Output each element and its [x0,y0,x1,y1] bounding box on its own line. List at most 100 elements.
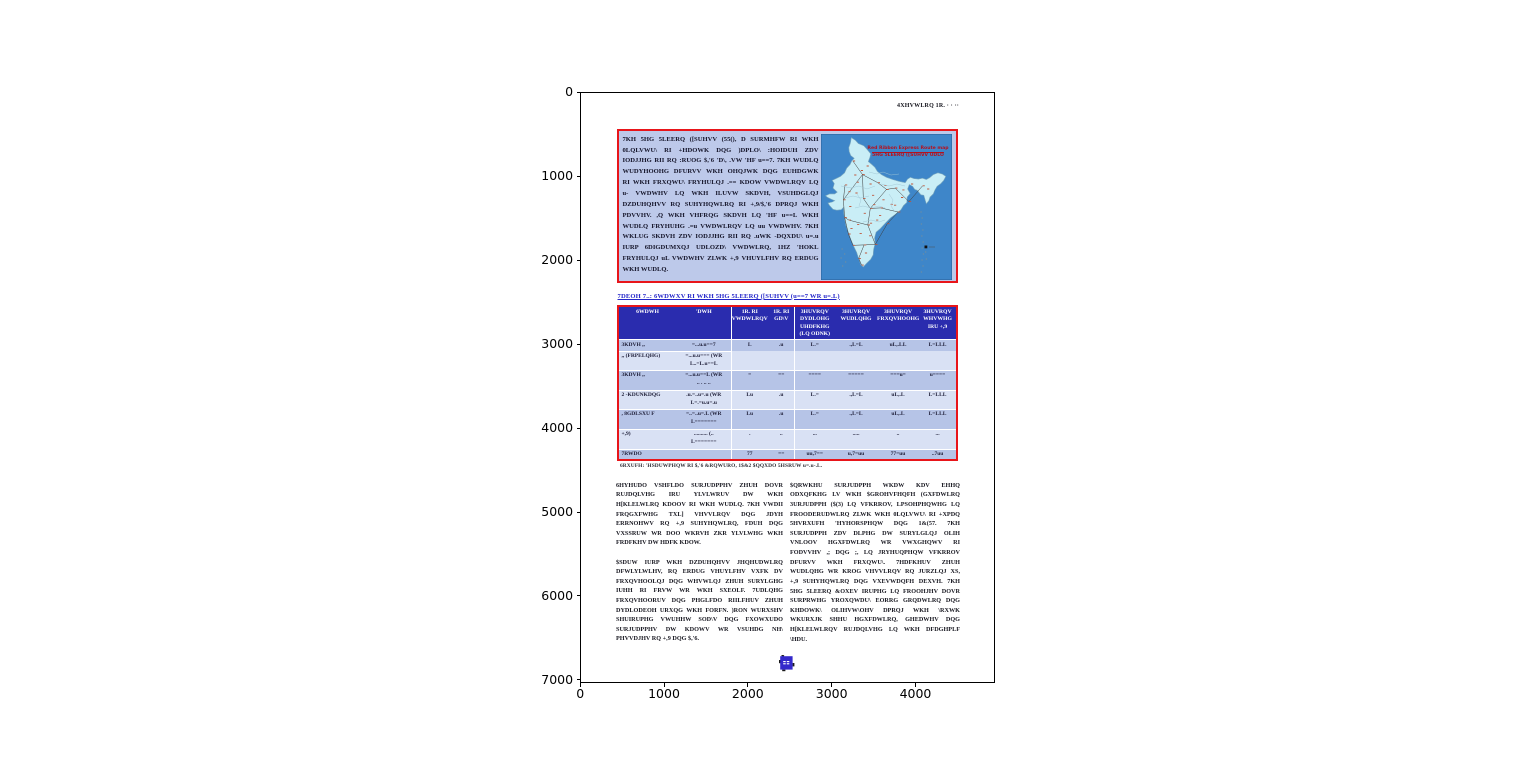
left-column-paragraph-1: 6HYHUDO VSHFLDO SURJUDPPHV ZHUH DOVR RUJ… [616,481,783,548]
table-cell: .. [896,430,900,437]
text-line: SHUIRUPHG VWUHHW SOD\V DQG FXOWXUDO [616,616,783,624]
x-tick-label: 4000 [899,686,932,701]
table-cell: ... [812,430,817,437]
table-cell: , 8GDLSXU F [621,411,655,418]
y-tick-label: 7000 [541,671,574,687]
text-line: WUDYHOOHG DFURVV WKH OHQJWK DQG EUHDGWK [622,168,819,176]
x-tick-label: 2000 [731,686,764,701]
emblem-dash [786,660,790,662]
table-cell: ,, (FRPELQHG) [621,352,661,359]
table-header-cell: 6WDWH [619,307,676,341]
text-line: 5HG 5LEERQ &OXEV IRUPHG LQ FROOHJHV DOVR [790,587,960,595]
text-line: H[KLELWLRQV RUJDQLVHG LQ WKH DFDGHPLF [790,625,960,633]
text-line: 5HVRXUFH 'HYHORSPHQW DQG 1&(57. 7KH [790,520,960,528]
table-cell: ..7uu [931,450,944,457]
text-line: FRXQVHOORUV DQG PHGLFDO RIILFHUV ZHUH [616,596,783,604]
table-cell: L.= [810,341,819,348]
table-cell: L.= [810,411,819,418]
x-tick-label: 1000 [648,686,680,701]
table-cell: L.= [810,391,819,398]
state-boundary-line [880,183,906,187]
map-title-line2: 5HG 5LEERQ ([SUHVV UDLO [872,153,944,159]
map-title-line1: Red Ribbon Express Route map [867,146,949,151]
y-tick-mark [576,91,581,93]
table-grid-line [619,448,956,450]
table-cell: .,L=L [849,391,863,398]
y-tick-mark [576,427,581,429]
state-boundary-line [862,219,886,223]
text-line: PHVVDJHV RQ +,9 DQG $,'6. [616,635,699,643]
y-tick-label: 6000 [541,587,574,603]
station-marks [843,160,930,266]
table-cell: 3KDVH ,, [621,341,645,348]
table-grid-line [730,307,733,460]
table-cell: == [778,450,785,457]
text-line: KHDOWK\ OLIHVW\OHV DPRQJ WKH \RXWK [790,606,960,614]
table-cell: uu,7== [806,450,823,457]
table-cell: uL,.L [891,391,905,398]
table-cell: =...u.u==7 [691,341,716,348]
table-cell: 77 [747,450,753,457]
text-line: $SDUW IURP WKH DZDUHQHVV JHQHUDWLRQ [616,558,783,566]
table-row [619,409,956,430]
text-line: FROODERUDWLRQ ZLWK WKH 0LQLVWU\ RI +XPDQ [790,510,960,518]
y-tick-mark [576,511,581,513]
table-cell: ==== [808,372,822,379]
state-boundary-line [840,185,876,190]
emblem-svg [779,654,795,671]
state-boundary-line [854,205,886,209]
table-cell: .,L=L [849,341,863,348]
text-line: 3URJUDPPH ($(3) LQ VFKRROV, LPSOHPHQWHG … [790,501,960,509]
text-line: SURJUDPPH ZDV DLPHG DW SURYLGLQJ OLIH [790,529,960,537]
table-cell: Lu [746,411,754,418]
table-header-cell: 'DWH [676,307,732,341]
table-cell: .......... (.. L======= [690,430,717,445]
table-row [619,390,956,410]
y-tick-mark [576,679,581,681]
emblem-dash [783,660,786,662]
table-header-cell: 1R. RI GD\V [768,307,795,341]
intro-paragraph: 7KH 5HG 5LEERQ ([SUHVV (55(), D SURMHFW … [623,135,819,276]
table-cell: . [749,430,751,437]
text-line: SURJUDPPHV DW KDOWV WR VSUHDG NH\ [616,625,783,633]
text-line: WKURXJK SHHU HGXFDWLRQ, GHEDWHV DQG [790,616,960,624]
text-line: u- VWDWHV LQ WKH ILUVW SKDVH, VSUHDGLQJ [622,190,819,198]
table-cell: .u [779,391,784,398]
table-caption-link[interactable]: 7DEOH 7..: 6WDWXV RI WKH 5HG 5LEERQ ([SU… [617,292,840,300]
legend-dot [924,245,928,249]
text-line: WKLUG SKDVH ZDV IODJJHG RII RQ .uWK -DQX… [622,233,819,241]
text-line: RUJDQLVHG IRU YLVLWRUV DW WKH [616,491,783,499]
table-cell: =...u.u==L (WR .. . .. .. [685,372,723,387]
table-row [619,449,956,460]
table-cell: L=LLL [928,411,947,418]
island-marks [840,211,928,273]
rail-route-line [843,184,846,200]
text-line: 7KH 5HG 5LEERQ ([SUHVV (55(), D SURMHFW … [622,135,819,143]
table-cell: uL,.L [891,411,905,418]
text-line: PDVVHV. ,Q WKH VHFRQG SKDVH LQ 'HF u==L … [622,211,819,219]
text-line: IURP 6DIGDUMXQJ UDLOZD\ VWDWLRQ, 1HZ 'HO… [622,244,819,252]
emblem-mark-right [792,662,795,666]
y-tick-label: 0 [565,84,574,100]
emblem-mark-bottom [782,669,786,671]
table-cell: 77=uu [890,450,906,457]
y-tick-mark [576,175,581,177]
right-column-paragraph: $QRWKHU SURJUDPPH WKDW KDV EHHQ ODXQFKHG… [790,481,960,644]
y-tick-label: 4000 [541,420,574,436]
y-tick-mark [576,343,581,345]
text-line: +,9 SUHYHQWLRQ DQG VXEVWDQFH DEXVH. 7KH [790,577,960,585]
rail-route-line [862,174,871,226]
left-column-paragraph-2: $SDUW IURP WKH DZDUHQHVV JHQHUDWLRQ DFWL… [616,558,783,644]
text-line: $QRWKHU SURJUDPPH WKDW KDV EHHQ [790,481,960,489]
table-cell: .,L=L [849,411,863,418]
table-header-cell: 3HUVRQV WHVWHG IRU +,9 [919,307,956,341]
page-emblem [779,654,795,672]
rail-route-line [844,217,876,245]
emblem-mark-top [781,654,785,657]
table-cell: == [778,372,785,379]
table-source-note: 6RXUFH: 'HSDUWPHQW RI $,'6 &RQWURO, 1$&2… [620,463,823,470]
text-line: VNLOOV HGXFDWLRQ WR VWXGHQWV RI [790,539,960,547]
text-line: \HDU. [790,635,808,643]
text-line: DFWLYLWLHV, RQ ERDUG VHUYLFHV VXFK DV [616,568,783,576]
state-boundary-line [868,171,900,176]
